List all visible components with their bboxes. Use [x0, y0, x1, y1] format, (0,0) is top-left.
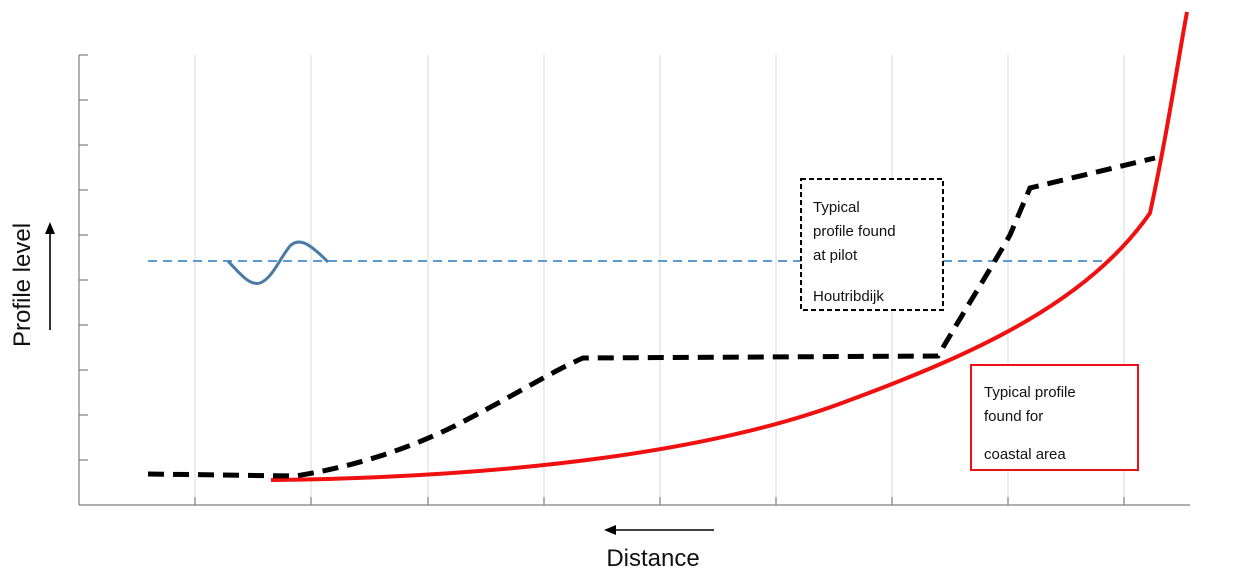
axes	[78, 54, 1190, 506]
pilot-annotation: Typical profile found at pilot Houtribdi…	[800, 178, 944, 311]
x-axis-arrow-icon	[604, 525, 714, 535]
coastal-annotation: Typical profile found for coastal area	[970, 364, 1139, 471]
pilot-annotation-line-1: Typical	[813, 199, 860, 216]
pilot-annotation-line-2: profile found	[813, 223, 896, 240]
x-axis-label: Distance	[606, 545, 699, 571]
pilot-profile-line	[147, 155, 1156, 479]
coastal-annotation-line-1: Typical profile	[984, 384, 1076, 401]
wave-icon	[226, 240, 330, 285]
coastal-annotation-box	[970, 364, 1139, 471]
pilot-annotation-line-3: at pilot	[813, 247, 858, 264]
y-axis-arrow-icon	[45, 222, 55, 330]
pilot-annotation-line-4: Houtribdijk	[813, 288, 884, 305]
coastal-annotation-line-2: found for	[984, 408, 1043, 425]
coastal-profile-line	[270, 11, 1189, 482]
y-axis-label: Profile level	[9, 223, 36, 347]
coastal-annotation-line-3: coastal area	[984, 446, 1066, 463]
pilot-annotation-box	[800, 178, 944, 311]
grid	[194, 55, 1125, 505]
